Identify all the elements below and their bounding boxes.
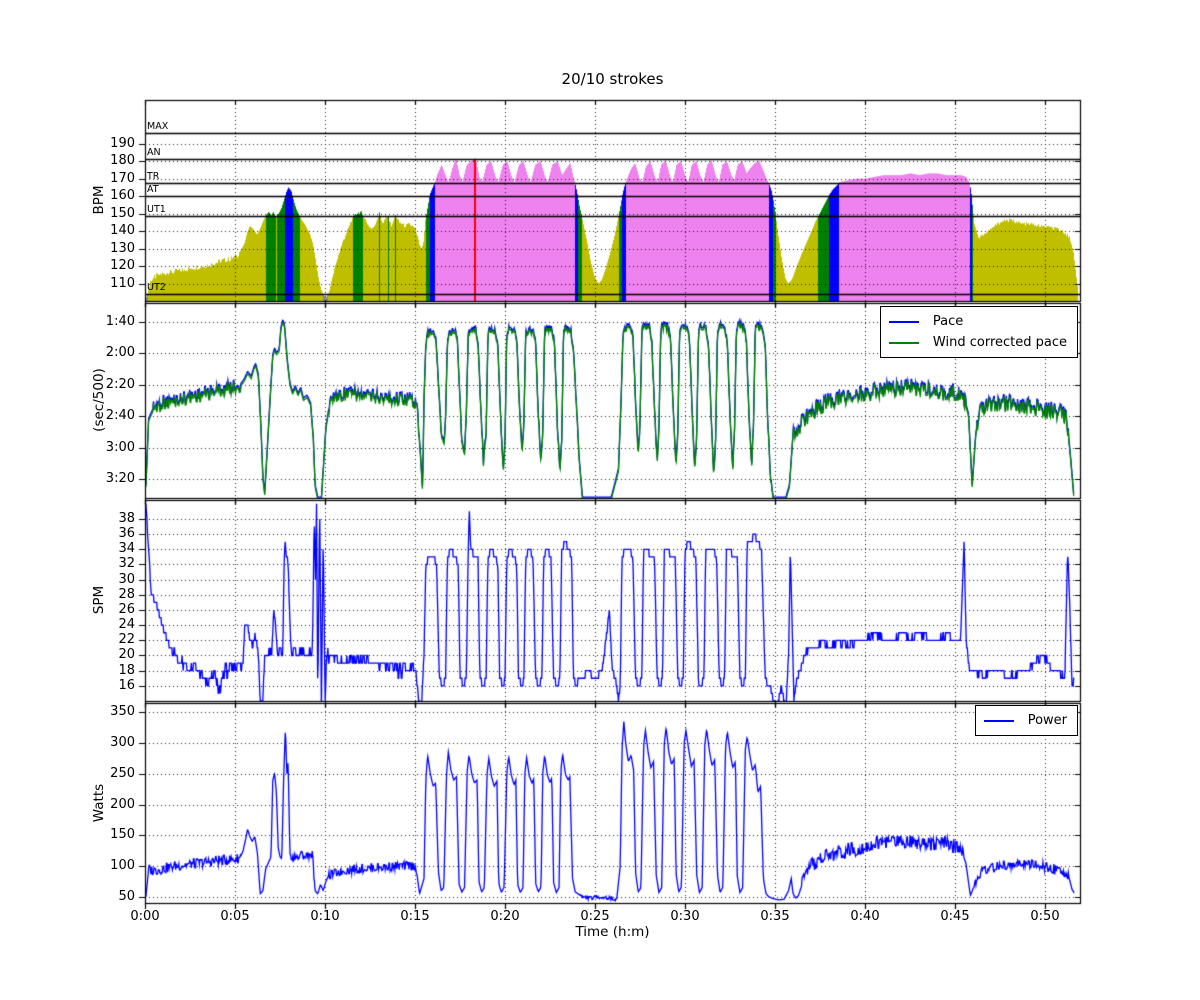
tick-label: 3:20 [105, 471, 135, 486]
hr-zone-label: AT [147, 184, 159, 195]
tick-label: 2:20 [105, 377, 135, 392]
tick-label: 28 [118, 587, 135, 602]
tick-label: 0:20 [490, 909, 520, 924]
hr-zone-label: MAX [147, 121, 169, 132]
tick-label: 34 [118, 541, 135, 556]
tick-label: 0:30 [670, 909, 700, 924]
hr-zone-label: UT2 [147, 282, 166, 293]
tick-label: 0:40 [850, 909, 880, 924]
tick-label: 20 [118, 647, 135, 662]
tick-label: 170 [110, 171, 135, 186]
tick-label: 150 [110, 206, 135, 221]
tick-label: 1:40 [105, 314, 135, 329]
tick-label: 0:35 [760, 909, 790, 924]
tick-label: 250 [110, 766, 135, 781]
tick-label: 180 [110, 153, 135, 168]
tick-label: 36 [118, 526, 135, 541]
tick-label: 0:00 [130, 909, 160, 924]
tick-label: 0:45 [940, 909, 970, 924]
tick-label: 150 [110, 827, 135, 842]
tick-label: 18 [118, 663, 135, 678]
tick-label: 22 [118, 632, 135, 647]
pace-legend-label: Pace [932, 314, 964, 329]
tick-label: 16 [118, 678, 135, 693]
pace-legend-row: Pace [888, 311, 1067, 332]
tick-label: 190 [110, 136, 135, 151]
tick-label: 160 [110, 188, 135, 203]
tick-label: 50 [118, 889, 135, 904]
tick-label: 32 [118, 556, 135, 571]
power-line-sample [983, 719, 1014, 722]
tick-label: 24 [118, 617, 135, 632]
power-legend: Power [974, 705, 1078, 736]
tick-label: 110 [110, 276, 135, 291]
tick-label: 38 [118, 511, 135, 526]
wind-corrected-pace-line-sample [888, 341, 919, 344]
hr-zone-label: AN [147, 147, 161, 158]
tick-label: 3:00 [105, 440, 135, 455]
hr-zone-label: UT1 [147, 204, 166, 215]
tick-label: 300 [110, 735, 135, 750]
power-legend-row: Power [983, 710, 1067, 731]
wind-corrected-pace-legend-label: Wind corrected pace [932, 335, 1067, 350]
pace-line-sample [888, 320, 919, 323]
tick-label: 26 [118, 602, 135, 617]
tick-label: 100 [110, 858, 135, 873]
tick-label: 140 [110, 223, 135, 238]
tick-label: 350 [110, 704, 135, 719]
tick-label: 120 [110, 258, 135, 273]
tick-label: 0:50 [1030, 909, 1060, 924]
tick-label: 0:05 [220, 909, 250, 924]
tick-label: 30 [118, 572, 135, 587]
tick-label: 0:25 [580, 909, 610, 924]
tick-label: 0:10 [310, 909, 340, 924]
tick-label: 0:15 [400, 909, 430, 924]
pace-legend: Pace Wind corrected pace [879, 306, 1078, 358]
power-legend-label: Power [1027, 713, 1067, 728]
wind-corrected-pace-legend-row: Wind corrected pace [888, 332, 1067, 353]
x-axis-label: Time (h:m) [575, 924, 650, 940]
tick-label: 2:40 [105, 408, 135, 423]
hr-zone-label: TR [147, 171, 160, 182]
tick-label: 200 [110, 797, 135, 812]
tick-label: 130 [110, 241, 135, 256]
tick-label: 2:00 [105, 345, 135, 360]
chart-title: 20/10 strokes [561, 70, 664, 88]
